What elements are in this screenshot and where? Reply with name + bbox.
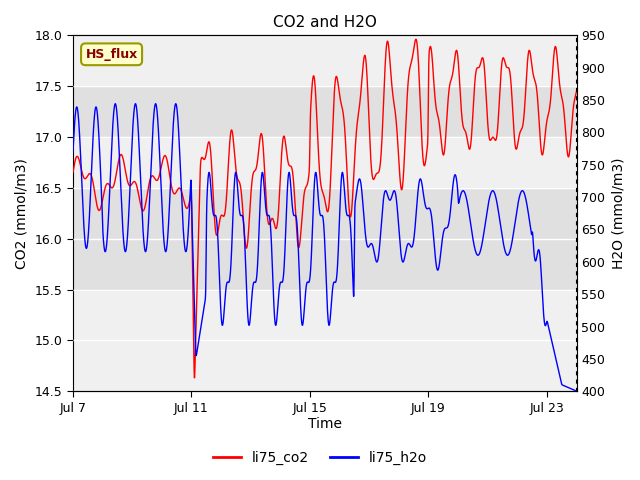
X-axis label: Time: Time [308,418,342,432]
Text: HS_flux: HS_flux [86,48,138,61]
Y-axis label: H2O (mmol/m3): H2O (mmol/m3) [611,157,625,269]
Bar [73,188,577,289]
Legend: li75_co2, li75_h2o: li75_co2, li75_h2o [207,445,433,471]
Bar [73,86,577,137]
Title: CO2 and H2O: CO2 and H2O [273,15,377,30]
Y-axis label: CO2 (mmol/m3): CO2 (mmol/m3) [15,158,29,269]
